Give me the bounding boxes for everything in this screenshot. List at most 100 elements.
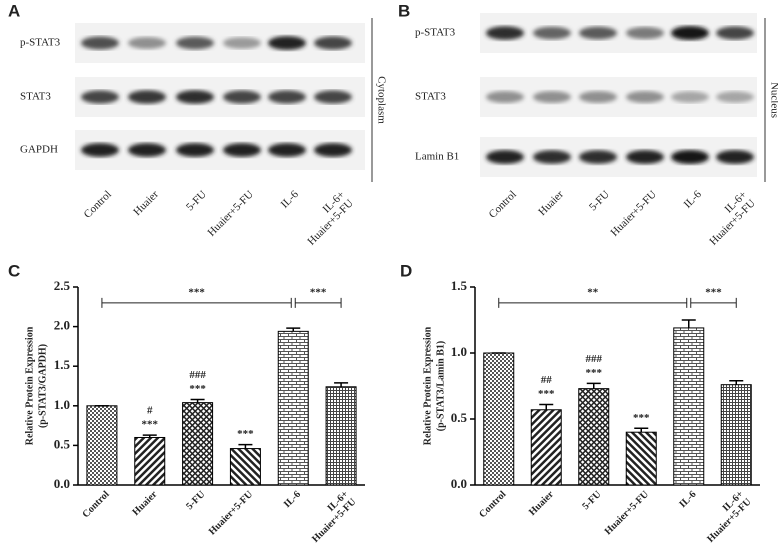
panel-label: C: [8, 261, 20, 280]
blot-band: [314, 36, 352, 50]
error-bar: [190, 398, 205, 403]
bracket-label: ***: [705, 286, 722, 298]
blot-row-label: Lamin B1: [415, 151, 459, 163]
blot-background: [480, 137, 757, 177]
significance-label: ***: [633, 412, 650, 424]
bar: [578, 388, 610, 486]
blot-band: [223, 37, 261, 49]
compartment-label: Cytoplasm: [375, 76, 387, 124]
blot-row-label: STAT3: [415, 91, 446, 103]
bar: [530, 409, 562, 486]
y-tick-label: 0.0: [451, 476, 467, 491]
blot-band: [533, 91, 571, 103]
y-tick-label: 2.5: [54, 278, 71, 293]
blot-band: [533, 26, 571, 40]
bracket-label: **: [587, 286, 599, 298]
bracket: [101, 297, 292, 308]
blot-band: [579, 150, 617, 164]
bracket-label: ***: [188, 286, 205, 298]
blot-band: [314, 90, 352, 104]
lane-label: 5-FU: [184, 188, 209, 213]
x-tick-label: IL-6+Huaier+5-FU: [698, 489, 754, 545]
blot-band: [486, 26, 524, 40]
x-tick-label: Huaier: [527, 489, 556, 518]
blot-band: [671, 150, 709, 164]
significance-label: ###: [189, 369, 206, 381]
bar: [229, 448, 261, 486]
blot-band: [268, 143, 306, 157]
blot-row-label: p-STAT3: [415, 27, 456, 39]
blot-background: [480, 77, 757, 117]
panel-label: B: [398, 1, 410, 20]
lane-label: Huaier: [536, 188, 566, 218]
blot-band: [268, 36, 306, 50]
error-bar: [238, 443, 253, 449]
blot-row-label: STAT3: [20, 91, 51, 103]
error-bar: [729, 379, 744, 385]
error-bar: [586, 382, 601, 389]
bar: [720, 384, 752, 486]
blot-band: [81, 90, 119, 104]
significance-label: ***: [538, 388, 555, 400]
x-tick-label: Huaier: [131, 489, 160, 518]
error-bar: [286, 327, 301, 332]
x-tick-label: IL-6+Huaier+5-FU: [302, 489, 358, 545]
blot-band: [223, 90, 261, 104]
bar: [673, 327, 705, 486]
y-tick-label: 2.0: [54, 318, 70, 333]
bar: [277, 330, 309, 486]
blot-band: [716, 91, 754, 103]
blot-band: [81, 36, 119, 50]
panel-label: D: [400, 261, 412, 280]
lane-label: Huaier+5-FU: [205, 188, 255, 238]
bracket: [294, 297, 342, 308]
blot-row-label: p-STAT3: [20, 37, 61, 49]
blot-band: [671, 26, 709, 40]
x-tick-label: IL-6: [677, 489, 698, 510]
bar: [134, 436, 166, 486]
blot-band: [716, 26, 754, 40]
panel-label: A: [8, 1, 20, 20]
blot-band: [176, 90, 214, 104]
blot-band: [128, 143, 166, 157]
error-bar: [634, 427, 649, 433]
x-tick-label: Huaier+5-FU: [207, 489, 255, 537]
blot-band: [716, 150, 754, 164]
error-bar: [334, 382, 349, 387]
blot-band: [268, 90, 306, 104]
blot-band: [533, 150, 571, 164]
lane-label: IL-6+Huaier+5-FU: [698, 188, 757, 247]
x-tick-label: 5-FU: [184, 489, 207, 512]
lane-label: IL-6: [279, 188, 302, 211]
y-axis-label: (p-STAT3/GAPDH): [37, 344, 48, 428]
error-bar: [539, 403, 554, 410]
lane-label: Huaier+5-FU: [608, 188, 658, 238]
blot-band: [81, 143, 119, 157]
y-tick-label: 0.5: [451, 410, 468, 425]
blot-band: [128, 90, 166, 104]
significance-label: ##: [541, 374, 553, 386]
bar: [325, 386, 357, 486]
blot-band: [626, 150, 664, 164]
x-tick-label: Huaier+5-FU: [603, 489, 651, 537]
blot-band: [128, 37, 166, 49]
bar: [182, 402, 214, 486]
blot-band: [486, 150, 524, 164]
blot-band: [176, 36, 214, 50]
y-tick-label: 1.0: [54, 397, 70, 412]
significance-label: ***: [237, 428, 254, 440]
x-tick-label: 5-FU: [580, 489, 603, 512]
lane-label: Huaier: [131, 188, 161, 218]
bar: [86, 405, 118, 486]
significance-label: ***: [586, 367, 603, 379]
blot-band: [626, 26, 664, 40]
blot-band: [223, 143, 261, 157]
lane-label: Control: [82, 188, 114, 220]
y-axis-label: Relative Protein Expression: [24, 326, 35, 445]
blot-background: [480, 13, 757, 53]
x-tick-label: IL-6: [282, 489, 303, 510]
y-tick-label: 0.5: [54, 436, 71, 451]
significance-label: ***: [142, 419, 159, 431]
significance-label: #: [147, 405, 153, 417]
